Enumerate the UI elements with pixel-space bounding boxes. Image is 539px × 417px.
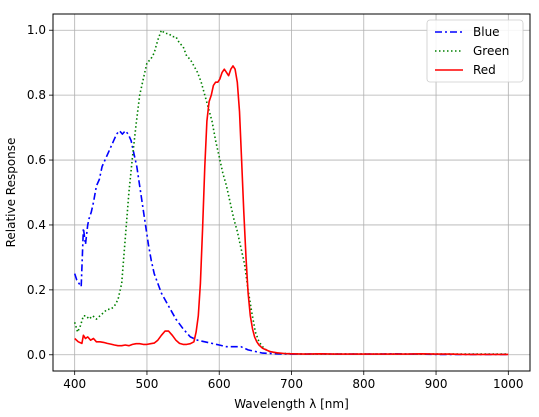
series-line-green [73,29,509,355]
x-tick-label: 600 [208,377,231,391]
y-tick-label: 0.0 [27,348,46,362]
x-tick-label: 500 [136,377,159,391]
y-tick-label: 0.2 [27,283,46,297]
axis-ticks: 400 500 600 700 800 900 1000 0.0 0.2 0.4 0.6 0.8 1.0 [27,23,524,391]
series-lines [73,29,509,356]
y-tick-label: 0.6 [27,153,46,167]
legend: Blue Green Red [426,19,524,83]
legend-label-red: Red [473,63,496,77]
x-tick-label: 700 [280,377,303,391]
series-line-red [74,65,509,356]
grid [53,14,530,371]
legend-label-green: Green [473,44,509,58]
y-tick-label: 0.8 [27,88,46,102]
x-tick-label: 800 [352,377,375,391]
x-axis-label: Wavelength λ [nm] [234,397,349,411]
x-tick-label: 900 [425,377,448,391]
y-tick-label: 1.0 [27,23,46,37]
x-tick-label: 1000 [493,377,524,391]
y-tick-label: 0.4 [27,218,46,232]
legend-label-blue: Blue [473,25,500,39]
y-axis-label: Relative Response [4,138,18,248]
legend-box [426,19,524,83]
x-tick-label: 400 [63,377,86,391]
